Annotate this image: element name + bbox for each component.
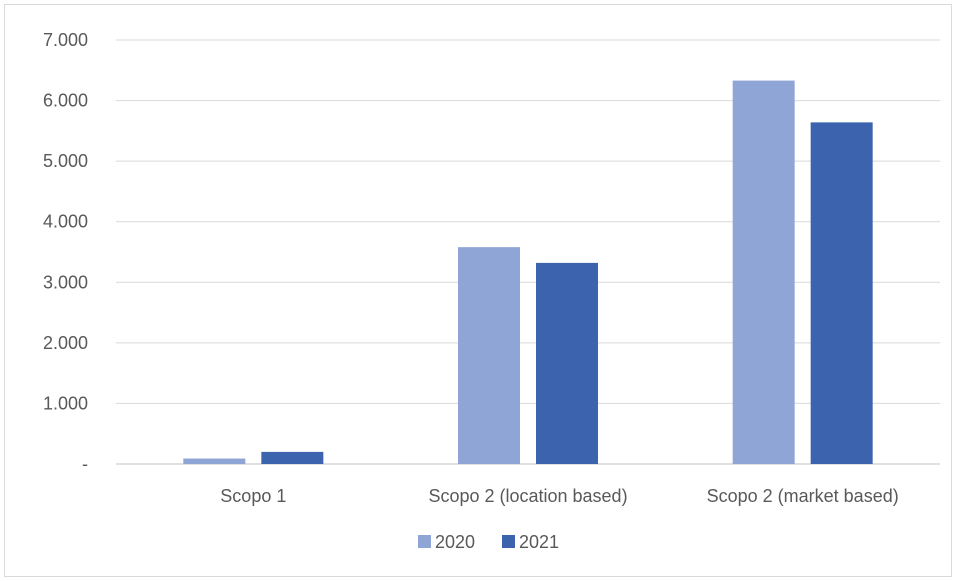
x-category-label: Scopo 1 — [220, 486, 286, 506]
y-tick-label: 7.000 — [43, 30, 88, 50]
legend: 2020 2021 — [418, 532, 559, 552]
legend-label-2021: 2021 — [519, 532, 559, 552]
y-tick-label: 2.000 — [43, 333, 88, 353]
y-tick-label: 6.000 — [43, 91, 88, 111]
bar-2021-0 — [261, 451, 324, 464]
legend-swatch-2021 — [502, 535, 515, 548]
x-category-label: Scopo 2 (location based) — [428, 486, 627, 506]
gridlines — [116, 39, 940, 465]
legend-label-2020: 2020 — [435, 532, 475, 552]
x-category-label: Scopo 2 (market based) — [707, 486, 899, 506]
bar-2020-2 — [732, 80, 795, 464]
y-tick-label: 1.000 — [43, 393, 88, 413]
bar-2021-2 — [810, 122, 873, 465]
bar-2020-1 — [458, 247, 520, 464]
y-tick-label: 4.000 — [43, 212, 88, 232]
legend-swatch-2020 — [418, 535, 431, 548]
bars — [183, 80, 873, 465]
bar-2021-1 — [536, 262, 598, 464]
x-axis-categories: Scopo 1 Scopo 2 (location based) Scopo 2 (… — [220, 486, 898, 506]
y-axis-ticks: - 1.000 2.000 3.000 4.000 5.000 6.000 7.000 — [43, 30, 88, 474]
y-tick-label: - — [82, 454, 88, 474]
y-tick-label: 3.000 — [43, 272, 88, 292]
bar-2020-0 — [183, 458, 246, 464]
y-tick-label: 5.000 — [43, 151, 88, 171]
